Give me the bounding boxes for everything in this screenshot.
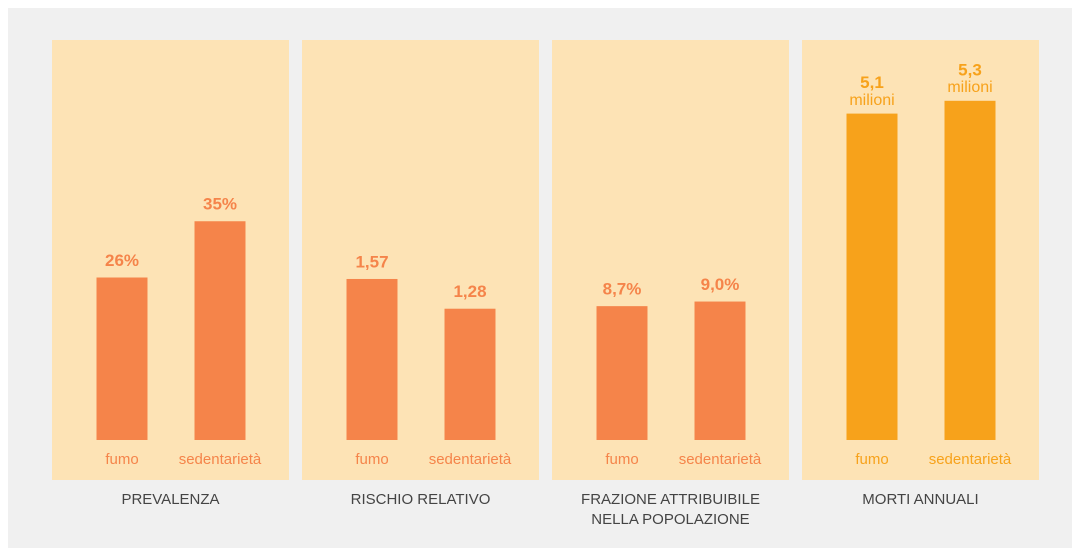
panel — [52, 40, 289, 480]
bar — [846, 113, 898, 440]
bar — [194, 221, 246, 440]
value-label: 1,28 — [453, 282, 486, 301]
bar — [346, 278, 398, 440]
panel-title: PREVALENZA — [121, 491, 220, 508]
value-label: 5,3 — [958, 60, 982, 79]
category-label: sedentarietà — [679, 451, 762, 468]
bar — [444, 308, 496, 440]
panel-title: MORTI ANNUALI — [862, 491, 979, 508]
bar — [694, 301, 746, 440]
category-label: fumo — [605, 451, 638, 468]
category-label: sedentarietà — [179, 451, 262, 468]
value-label: 26% — [105, 251, 139, 270]
category-label: fumo — [855, 451, 888, 468]
panel-title: RISCHIO RELATIVO — [350, 491, 491, 508]
bar — [96, 277, 148, 440]
unit-label: milioni — [849, 92, 894, 109]
bar — [596, 306, 648, 440]
unit-label: milioni — [947, 79, 992, 96]
bar — [944, 100, 996, 441]
value-label: 35% — [203, 195, 237, 214]
value-label: 9,0% — [701, 275, 740, 294]
category-label: sedentarietà — [929, 451, 1012, 468]
value-label: 8,7% — [603, 280, 642, 299]
panel — [302, 40, 539, 480]
category-label: fumo — [105, 451, 138, 468]
panel — [552, 40, 789, 480]
value-label: 1,57 — [355, 252, 388, 271]
category-label: sedentarietà — [429, 451, 512, 468]
panel — [802, 40, 1039, 480]
panel-title: FRAZIONE ATTRIBUIBILE NELLA POPOLAZIONE — [581, 491, 760, 528]
value-label: 5,1 — [860, 73, 884, 92]
category-label: fumo — [355, 451, 388, 468]
